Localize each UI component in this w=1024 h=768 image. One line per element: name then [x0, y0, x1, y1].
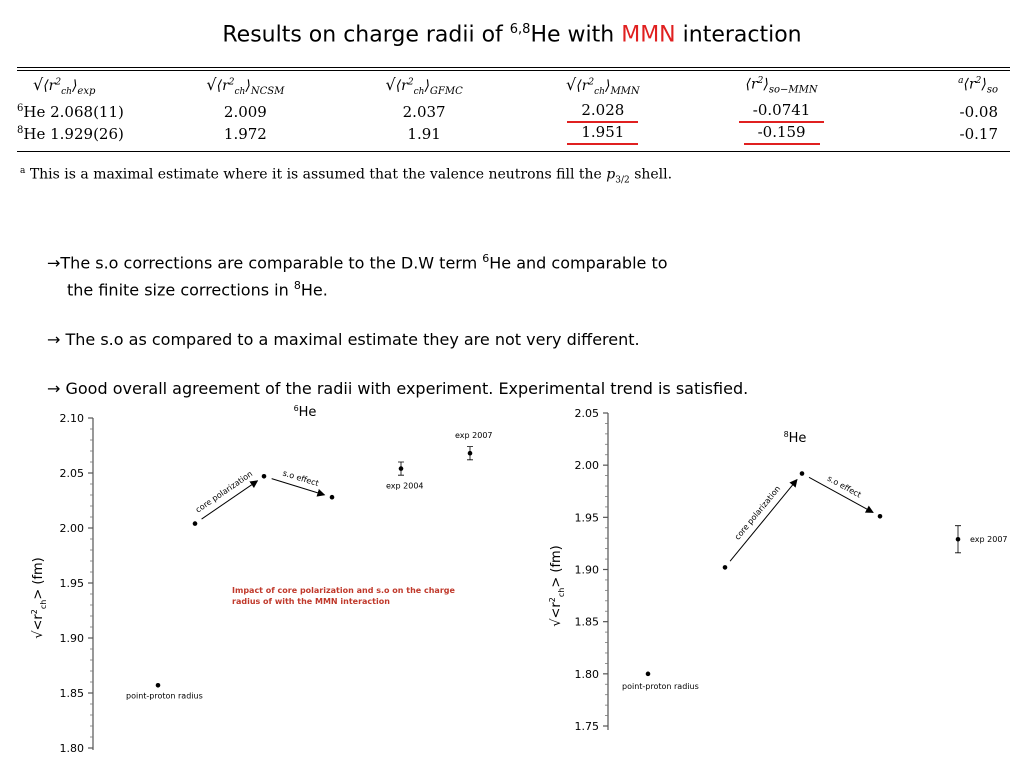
y-tick-label: 2.10	[60, 412, 85, 425]
data-point	[192, 521, 198, 526]
arrow-label-so-effect: s.o effect	[826, 474, 863, 500]
point-label: exp 2004	[386, 482, 424, 491]
y-axis-label: √<r2ch> (fm)	[30, 557, 48, 639]
arrow-so-effect	[271, 478, 326, 497]
chart-note: Impact of core polarization and s.o on t…	[232, 586, 455, 606]
data-point	[261, 474, 267, 479]
arrow-so-effect	[808, 476, 874, 513]
table-row: 8He 1.929(26) 1.972 1.91 1.951 -0.159 -0…	[17, 123, 998, 145]
bullet-2: → The s.o as compared to a maximal estim…	[47, 329, 640, 349]
error-bar	[955, 525, 961, 554]
point-label: exp 2007	[970, 535, 1008, 544]
arrow-right-icon: →	[47, 378, 61, 398]
data-point	[645, 671, 651, 677]
highlight-underline: -0.0741	[738, 101, 825, 123]
error-bar	[467, 446, 473, 461]
arrow-right-icon: →	[47, 253, 61, 273]
header-mmn: √⟨r2ch⟩MMN	[566, 75, 640, 97]
arrow-core-polarization	[729, 478, 798, 562]
table-header-row: √⟨r2ch⟩exp √⟨r2ch⟩NCSM √⟨r2ch⟩GFMC √⟨r2c…	[17, 71, 1010, 101]
slide-title: Results on charge radii of 6,8He with MM…	[222, 22, 802, 48]
y-tick-label: 2.05	[575, 407, 600, 420]
arrow-right-icon: →	[47, 329, 61, 349]
results-table: √⟨r2ch⟩exp √⟨r2ch⟩NCSM √⟨r2ch⟩GFMC √⟨r2c…	[17, 67, 1010, 152]
chart-title: 8He	[784, 430, 807, 446]
arrow-label-core-polarization: core polarization	[194, 469, 254, 514]
arrow-label-core-polarization: core polarization	[733, 484, 782, 541]
header-so-mmn: ⟨r2⟩so−MMN	[745, 76, 818, 96]
arrow-label-so-effect: s.o effect	[282, 469, 320, 488]
chart-6he: 2.10 2.05 2.00 1.95 1.90 1.85 1.80 6He √<r2ch>…	[30, 404, 493, 755]
highlight-underline: 1.951	[567, 123, 639, 145]
chart-title: 6He	[294, 404, 317, 420]
y-tick-label: 1.85	[575, 616, 600, 629]
point-label: point-proton radius	[622, 682, 699, 691]
y-tick-label: 1.80	[60, 742, 85, 755]
table-footnote: a This is a maximal estimate where it is…	[20, 166, 673, 186]
y-tick-label: 1.90	[575, 564, 600, 577]
point-label: point-proton radius	[126, 691, 203, 700]
y-axis-label: √<r2ch> (fm)	[548, 545, 566, 627]
data-point	[329, 494, 335, 500]
y-tick-label: 1.80	[575, 668, 600, 681]
point-label: exp 2007	[455, 431, 493, 440]
y-tick-label: 2.00	[575, 459, 600, 472]
y-tick-label: 1.95	[60, 577, 85, 590]
arrow-core-polarization	[201, 480, 259, 520]
highlight-underline: -0.159	[743, 123, 820, 145]
bullet-list: →The s.o corrections are comparable to t…	[47, 247, 947, 426]
bullet-1: →The s.o corrections are comparable to t…	[47, 252, 668, 300]
header-ncsm: √⟨r2ch⟩NCSM	[206, 75, 285, 97]
bullet-3: → Good overall agreement of the radii wi…	[47, 378, 749, 398]
data-point	[155, 683, 161, 688]
header-so: a⟨r2⟩so	[958, 76, 998, 96]
header-gfmc: √⟨r2ch⟩GFMC	[385, 75, 463, 97]
data-point	[799, 471, 805, 476]
table-row: 6He 2.068(11) 2.009 2.037 2.028 -0.0741 …	[17, 101, 998, 123]
error-bar	[398, 461, 404, 476]
y-tick-label: 2.05	[60, 467, 85, 480]
y-tick-label: 1.90	[60, 632, 85, 645]
data-point	[722, 565, 728, 570]
data-point	[877, 513, 883, 519]
highlight-underline: 2.028	[567, 101, 639, 123]
y-tick-label: 1.95	[575, 511, 600, 524]
y-tick-label: 1.85	[60, 687, 85, 700]
header-exp: √⟨r2ch⟩exp	[33, 75, 96, 97]
y-tick-label: 2.00	[60, 522, 85, 535]
y-tick-label: 1.75	[575, 720, 600, 733]
chart-8he: 2.05 2.00 1.95 1.90 1.85 1.80 1.75 8He √<r2ch>…	[548, 407, 1008, 733]
